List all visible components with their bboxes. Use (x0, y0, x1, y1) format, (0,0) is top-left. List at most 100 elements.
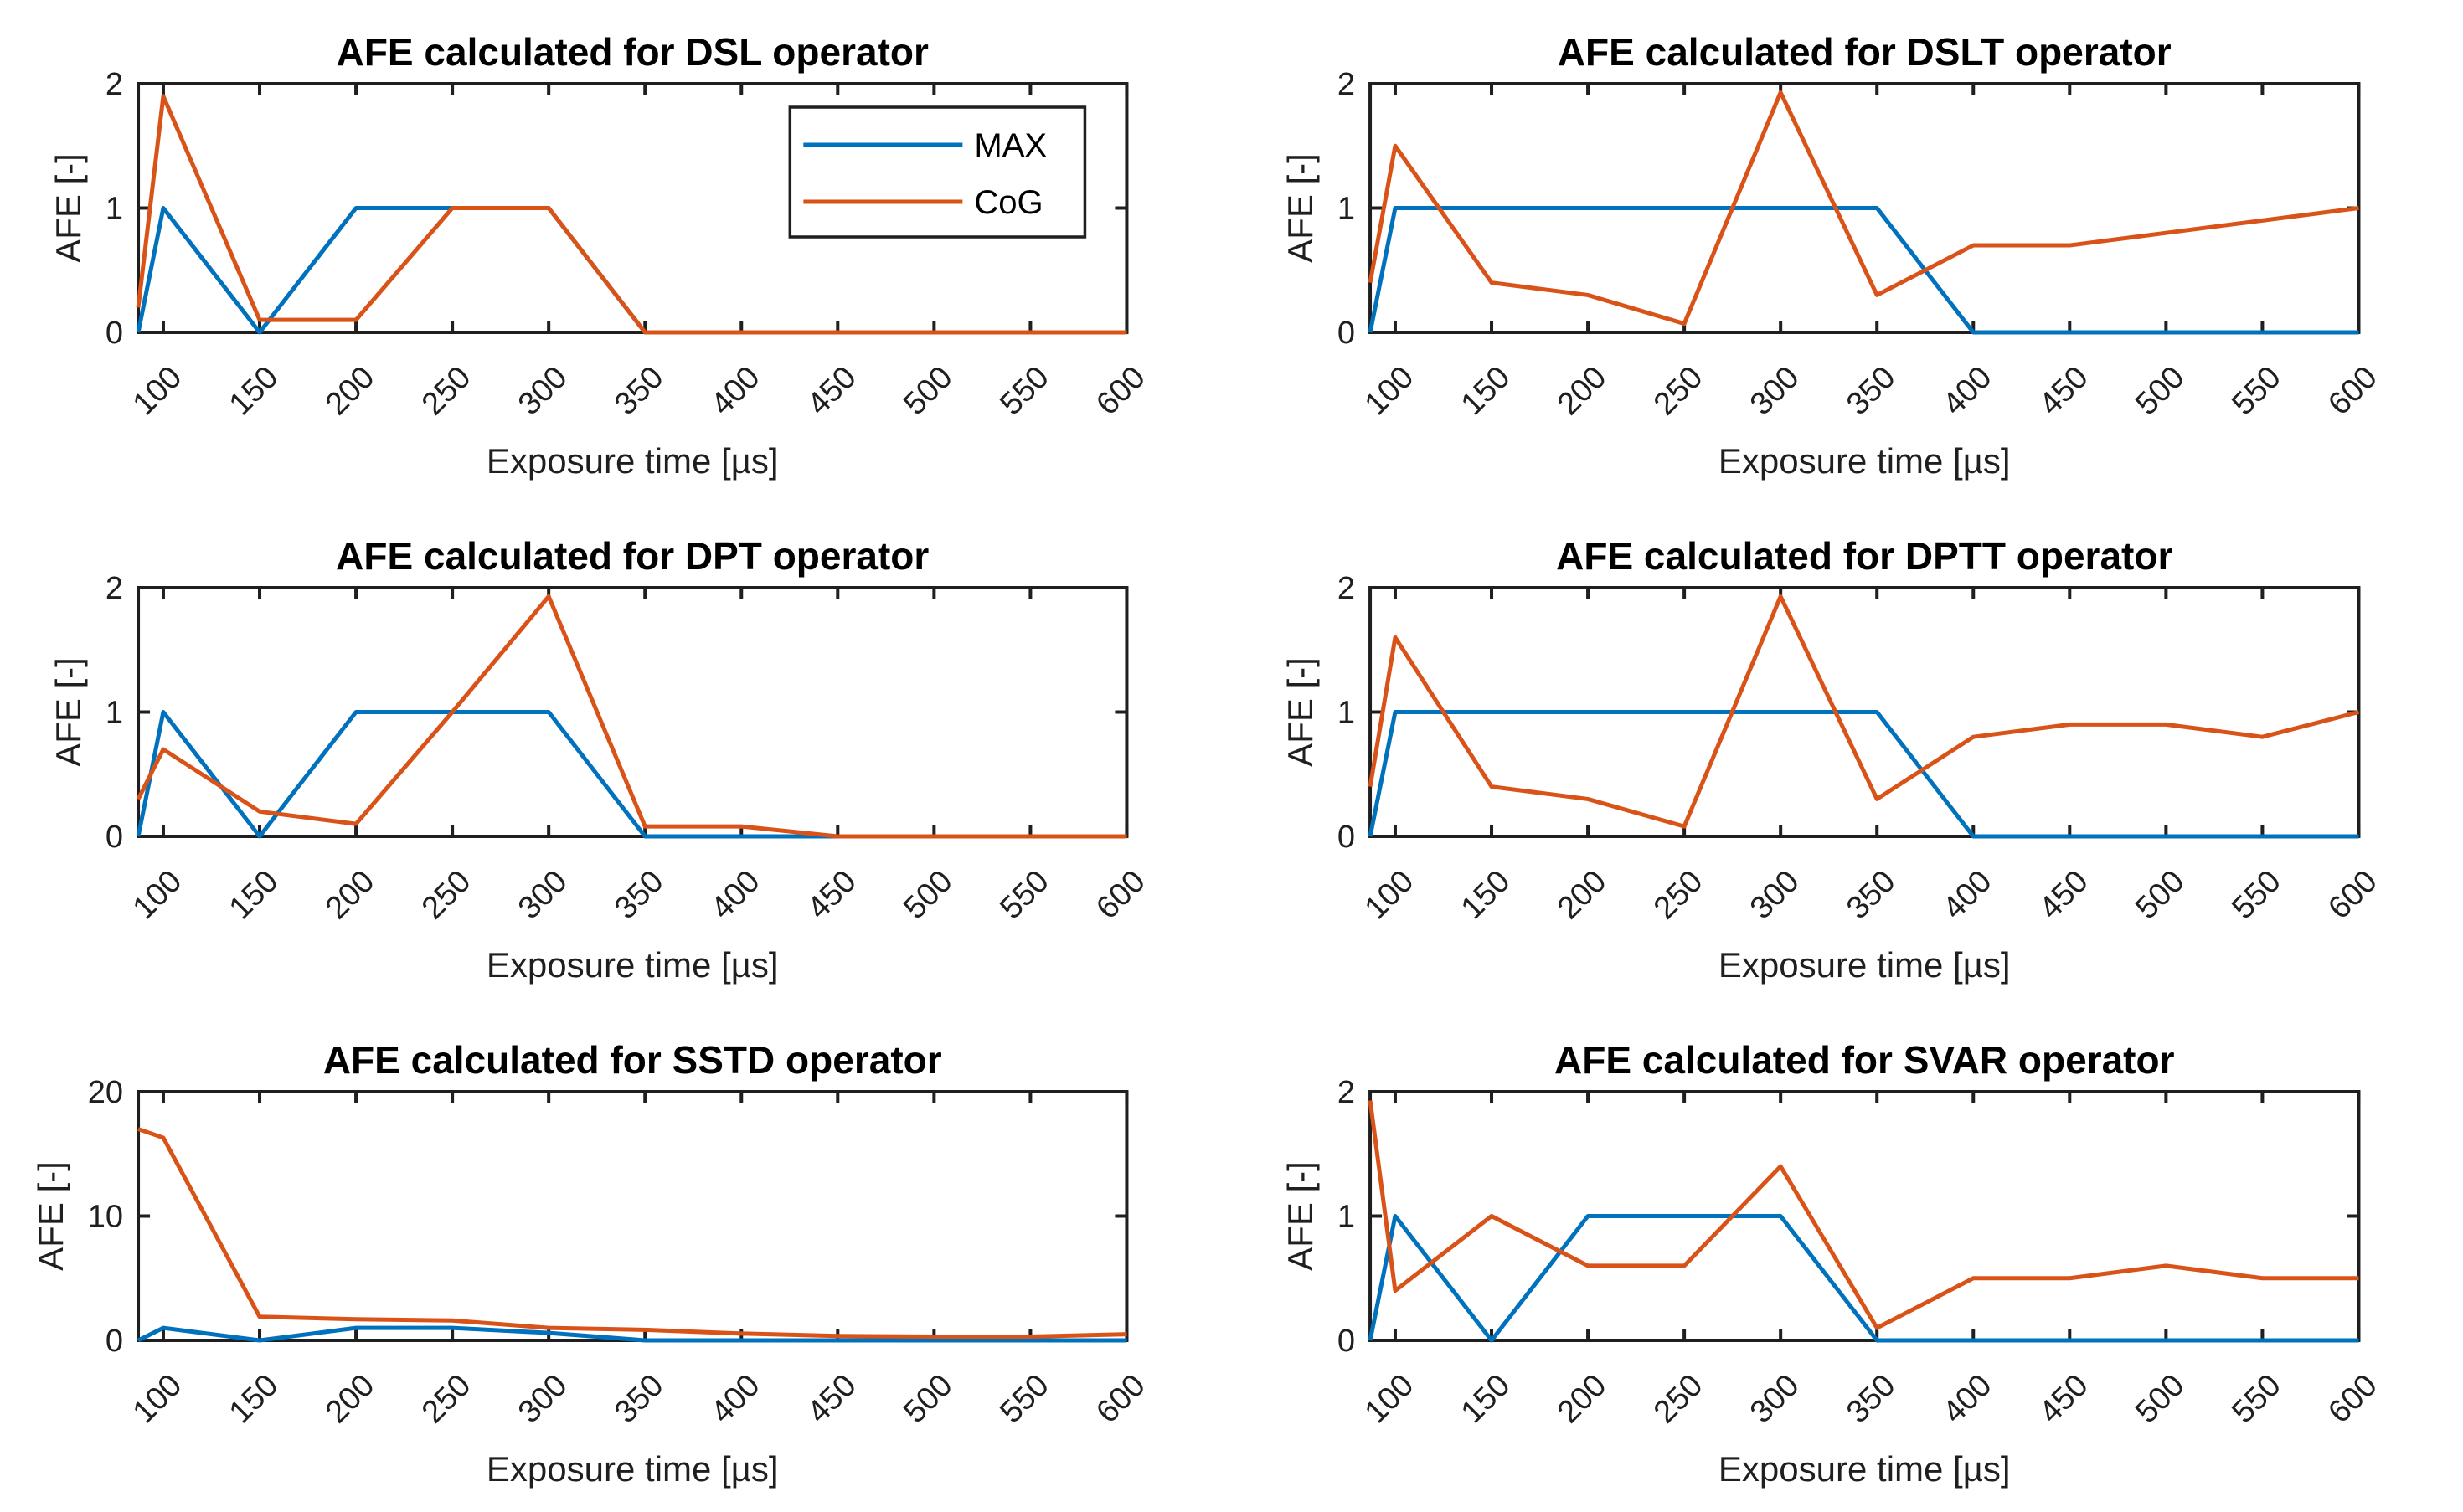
x-tick-label: 100 (1358, 360, 1420, 423)
series-line-cog (1368, 1100, 2358, 1330)
subplot-sstd: 100 150 200 250 300 350 400 450 500 550 600 0 10 20 AF… (31, 1038, 1152, 1489)
x-tick-label: 450 (801, 864, 863, 927)
x-tick-label: 450 (2033, 360, 2095, 423)
x-axis-label: Exposure time [µs] (487, 1449, 779, 1489)
subplot-cell-sstd: 100 150 200 250 300 350 400 450 500 550 600 0 10 20 AF… (0, 1008, 1232, 1512)
y-axis-label: AFE [-] (49, 153, 88, 263)
x-tick-label: 300 (1743, 360, 1806, 423)
x-tick-label: 500 (2129, 360, 2192, 423)
subplot-svar: 100 150 200 250 300 350 400 450 500 550 600 0 1 2 AFE … (1280, 1038, 2384, 1489)
x-tick-label: 350 (1840, 864, 1903, 927)
x-tick-label: 600 (2321, 360, 2384, 423)
x-tick-label: 600 (1090, 360, 1152, 423)
x-axis-label: Exposure time [µs] (1718, 1449, 2010, 1489)
x-tick-label: 100 (1358, 1368, 1420, 1431)
y-axis-label: AFE [-] (1280, 1161, 1320, 1271)
y-tick-label: 2 (106, 571, 123, 606)
y-tick-label: 10 (88, 1200, 123, 1235)
y-tick-label: 2 (1337, 67, 1354, 102)
y-tick-label: 0 (106, 820, 123, 855)
y-tick-label: 2 (1337, 571, 1354, 606)
subplot-dpt: 100 150 200 250 300 350 400 450 500 550 600 0 1 2 AFE … (49, 534, 1152, 985)
x-tick-label: 400 (704, 360, 767, 423)
x-tick-label: 100 (126, 360, 189, 423)
x-tick-label: 350 (1840, 360, 1903, 423)
subplot-title: AFE calculated for DSL operator (337, 30, 929, 74)
subplot-dsl: 100 150 200 250 300 350 400 450 500 550 600 0 1 2 AFE … (49, 30, 1152, 481)
y-tick-label: 2 (1337, 1075, 1354, 1110)
x-tick-label: 350 (608, 360, 671, 423)
x-tick-label: 250 (1646, 1368, 1709, 1431)
x-tick-label: 550 (993, 864, 1056, 927)
x-tick-label: 150 (223, 360, 286, 423)
x-tick-label: 550 (2225, 360, 2288, 423)
subplot-title: AFE calculated for DSLT operator (1557, 30, 2171, 74)
x-tick-label: 600 (2321, 864, 2384, 927)
x-tick-label: 400 (1936, 1368, 1999, 1431)
y-tick-label: 0 (1337, 1324, 1354, 1359)
y-axis-label: AFE [-] (49, 657, 88, 767)
x-tick-label: 250 (1646, 864, 1709, 927)
x-axis-label: Exposure time [µs] (1718, 441, 2010, 481)
x-tick-label: 150 (1454, 1368, 1517, 1431)
x-tick-label: 200 (1550, 1368, 1613, 1431)
x-tick-label: 100 (126, 1368, 189, 1431)
legend-label-cog: CoG (974, 184, 1043, 221)
x-tick-label: 300 (512, 1368, 575, 1431)
x-tick-label: 250 (415, 360, 478, 423)
x-tick-label: 500 (2129, 1368, 2192, 1431)
y-tick-label: 1 (1337, 1200, 1354, 1235)
x-axis-label: Exposure time [µs] (487, 945, 779, 985)
y-tick-label: 1 (106, 192, 123, 227)
x-tick-label: 300 (1743, 1368, 1806, 1431)
x-tick-label: 500 (897, 864, 960, 927)
series-line-max (137, 1325, 1127, 1343)
subplot-cell-dpt: 100 150 200 250 300 350 400 450 500 550 600 0 1 2 AFE … (0, 504, 1232, 1008)
subplot-title: AFE calculated for SSTD operator (323, 1038, 942, 1082)
x-tick-label: 250 (1646, 360, 1709, 423)
x-tick-label: 200 (319, 1368, 382, 1431)
x-tick-label: 250 (415, 1368, 478, 1431)
series-line-max (1368, 206, 2358, 335)
y-tick-label: 0 (1337, 820, 1354, 855)
y-tick-label: 1 (106, 696, 123, 731)
x-tick-label: 200 (1550, 360, 1613, 423)
y-axis-label: AFE [-] (1280, 153, 1320, 263)
y-tick-label: 1 (1337, 696, 1354, 731)
legend-box (788, 105, 1087, 239)
subplot-cell-dsl: 100 150 200 250 300 350 400 450 500 550 600 0 1 2 AFE … (0, 0, 1232, 504)
subplot-title: AFE calculated for DPT operator (336, 534, 929, 578)
y-tick-label: 0 (106, 1324, 123, 1359)
x-tick-label: 250 (415, 864, 478, 927)
x-tick-label: 150 (1454, 360, 1517, 423)
x-tick-label: 450 (801, 360, 863, 423)
x-tick-label: 450 (2033, 1368, 2095, 1431)
series-line-cog (1368, 594, 2359, 829)
x-tick-label: 550 (993, 1368, 1056, 1431)
subplot-cell-dptt: 100 150 200 250 300 350 400 450 500 550 600 0 1 2 AFE … (1232, 504, 2463, 1008)
x-tick-label: 100 (126, 864, 189, 927)
x-tick-label: 600 (1090, 864, 1152, 927)
x-tick-label: 150 (223, 1368, 286, 1431)
y-tick-label: 20 (88, 1075, 123, 1110)
subplot-cell-dslt: 100 150 200 250 300 350 400 450 500 550 600 0 1 2 AFE … (1232, 0, 2463, 504)
x-tick-label: 150 (223, 864, 286, 927)
y-tick-label: 2 (106, 67, 123, 102)
x-tick-label: 350 (608, 1368, 671, 1431)
x-axis-label: Exposure time [µs] (1718, 945, 2010, 985)
legend-label-max: MAX (974, 127, 1047, 164)
x-tick-label: 500 (897, 1368, 960, 1431)
series-line-max (1368, 710, 2358, 839)
subplot-dptt: 100 150 200 250 300 350 400 450 500 550 600 0 1 2 AFE … (1280, 534, 2384, 985)
x-tick-label: 500 (2129, 864, 2192, 927)
x-tick-label: 550 (2225, 1368, 2288, 1431)
x-tick-label: 300 (1743, 864, 1806, 927)
x-tick-label: 500 (897, 360, 960, 423)
x-tick-label: 200 (1550, 864, 1613, 927)
series-line-max (1368, 1214, 2358, 1343)
x-tick-label: 550 (993, 360, 1056, 423)
subplot-title: AFE calculated for SVAR operator (1554, 1038, 2174, 1082)
subplot-dslt: 100 150 200 250 300 350 400 450 500 550 600 0 1 2 AFE … (1280, 30, 2384, 481)
x-tick-label: 400 (1936, 864, 1999, 927)
plot-box (137, 1090, 1129, 1342)
